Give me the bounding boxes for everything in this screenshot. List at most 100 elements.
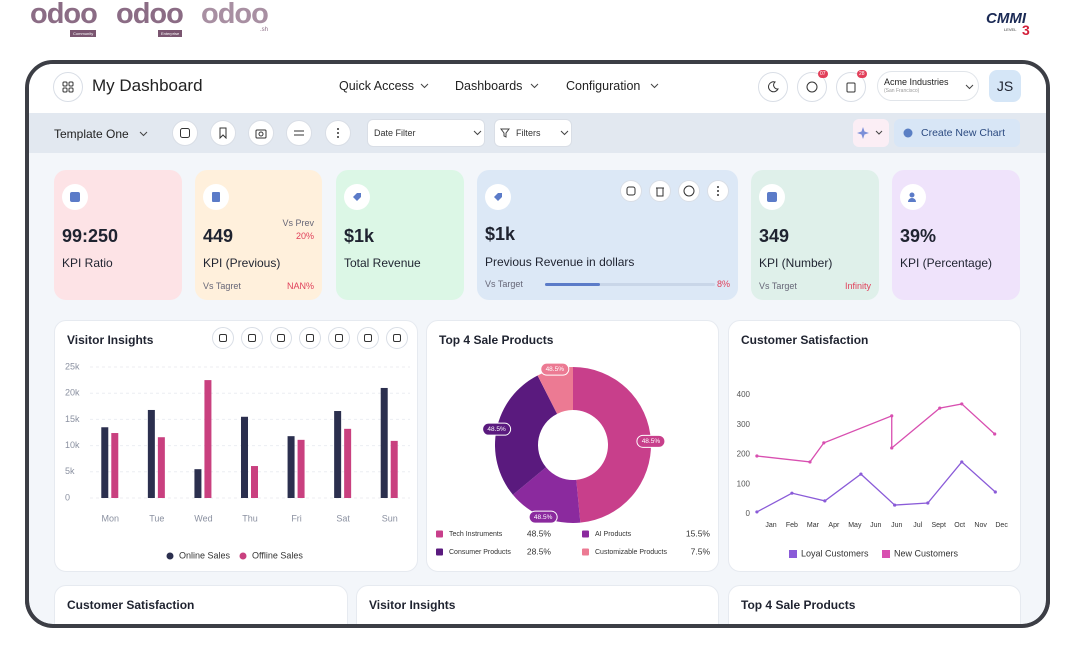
badge: 07 (818, 70, 828, 78)
chevron (139, 131, 148, 137)
company-name: Acme Industries (884, 77, 949, 87)
frame-bottom (25, 624, 1050, 654)
kpi-card[interactable]: 349 KPI (Number) Vs Target Infinity (751, 170, 879, 300)
company-location: (San Francisco) (884, 88, 920, 94)
cmmi-level-label: LEVEL (1004, 27, 1017, 32)
logo: odoo (201, 0, 269, 30)
kpi-icon (203, 184, 229, 210)
filters-label: Filters (516, 128, 541, 138)
kpi-value: 99:250 (62, 226, 119, 246)
logo: odoo (30, 0, 98, 30)
target-value: 8% (716, 279, 730, 289)
kpi-value: $1k (344, 226, 375, 246)
cmmi-level: 3 (1022, 22, 1030, 38)
tool-icon (306, 334, 314, 342)
info-button[interactable] (678, 180, 700, 202)
card-tool-button[interactable] (270, 327, 292, 349)
kpi-card[interactable]: 39% KPI (Percentage) (892, 170, 1020, 300)
kpi-card[interactable]: Vs Prev 20% 449 KPI (Previous) Vs Tagret… (195, 170, 322, 300)
kpi-icon (62, 184, 88, 210)
create-chart-button[interactable] (894, 119, 1020, 147)
tool-icon (393, 334, 401, 342)
chart-icon (903, 128, 913, 138)
delete-button[interactable] (649, 180, 671, 202)
more-button[interactable] (707, 180, 729, 202)
chart-title: Visitor Insights (67, 333, 154, 347)
compare-value: 20% (295, 231, 314, 241)
progress-fill (545, 283, 600, 286)
cmmi-logo: CMMI (986, 10, 1026, 27)
settings-button[interactable] (286, 120, 312, 146)
header-bar (29, 64, 1046, 113)
chart-title: Customer Satisfaction (741, 333, 869, 347)
snapshot-button[interactable] (248, 120, 274, 146)
kpi-card[interactable]: $1k Previous Revenue in dollars Vs Targe… (477, 170, 738, 300)
target-value: NAN% (286, 281, 314, 291)
tool-icon (277, 334, 285, 342)
chart-title: Top 4 Sale Products (439, 333, 554, 347)
more-button[interactable] (325, 120, 351, 146)
chevron (560, 130, 569, 136)
kpi-value: 449 (203, 226, 234, 246)
chevron (473, 130, 482, 136)
target-label: Vs Tagret (203, 281, 241, 291)
kpi-icon (900, 184, 926, 210)
edit-button[interactable] (172, 120, 198, 146)
logo-edition: .sh (260, 27, 269, 33)
chevron (530, 83, 539, 89)
card-tool-button[interactable] (386, 327, 408, 349)
date-filter-label: Date Filter (374, 128, 416, 138)
tool-icon (219, 334, 227, 342)
progress-track (545, 283, 715, 286)
date-filter[interactable]: Date Filter (367, 119, 485, 147)
page-title: My Dashboard (92, 76, 203, 95)
kpi-label: KPI (Number) (759, 256, 833, 270)
chevron (650, 83, 659, 89)
kpi-label: KPI Ratio (62, 256, 113, 270)
filter-icon (500, 128, 510, 138)
template-select[interactable]: Template One (54, 127, 129, 141)
avatar[interactable]: JS (989, 70, 1021, 102)
logo-edition: Community (70, 30, 97, 37)
chart-title: Visitor Insights (369, 598, 456, 612)
chart-card: Customer Satisfaction (728, 320, 1021, 572)
chevron (420, 83, 429, 89)
nav-item[interactable]: Quick Access (339, 79, 415, 93)
theme-toggle[interactable] (758, 72, 788, 102)
ai-icon (857, 127, 883, 139)
kpi-value: $1k (485, 224, 516, 244)
kpi-label: KPI (Previous) (203, 256, 281, 270)
nav-item[interactable]: Dashboards (455, 79, 523, 93)
filters[interactable]: Filters (494, 119, 572, 147)
kpi-value: 39% (900, 226, 937, 246)
tool-icon (364, 334, 372, 342)
card-tool-button[interactable] (357, 327, 379, 349)
company-switcher[interactable] (877, 71, 979, 101)
badge: 28 (857, 70, 867, 78)
card-tool-button[interactable] (241, 327, 263, 349)
chevron (965, 84, 974, 90)
edit-button[interactable] (620, 180, 642, 202)
card-tool-button[interactable] (212, 327, 234, 349)
compare-label: Vs Prev (282, 218, 314, 228)
target-value: Infinity (844, 281, 871, 291)
kpi-card[interactable]: 99:250 KPI Ratio (54, 170, 182, 300)
tool-icon (335, 334, 343, 342)
card-tool-button[interactable] (328, 327, 350, 349)
kpi-label: Total Revenue (344, 256, 421, 270)
nav-item[interactable]: Configuration (566, 79, 641, 93)
kpi-icon (759, 184, 785, 210)
kpi-label: KPI (Percentage) (900, 256, 993, 270)
kpi-icon (485, 184, 511, 210)
bookmark-button[interactable] (210, 120, 236, 146)
kpi-value: 349 (759, 226, 790, 246)
chart-title: Top 4 Sale Products (741, 598, 856, 612)
kpi-card[interactable]: $1k Total Revenue (336, 170, 464, 300)
chart-card: Visitor Insights (54, 320, 418, 572)
logo-edition: Enterprise (158, 30, 183, 37)
chart-card: Top 4 Sale Products (426, 320, 719, 572)
logo: odoo (116, 0, 184, 30)
card-tool-button[interactable] (299, 327, 321, 349)
apps-button[interactable] (53, 72, 83, 102)
